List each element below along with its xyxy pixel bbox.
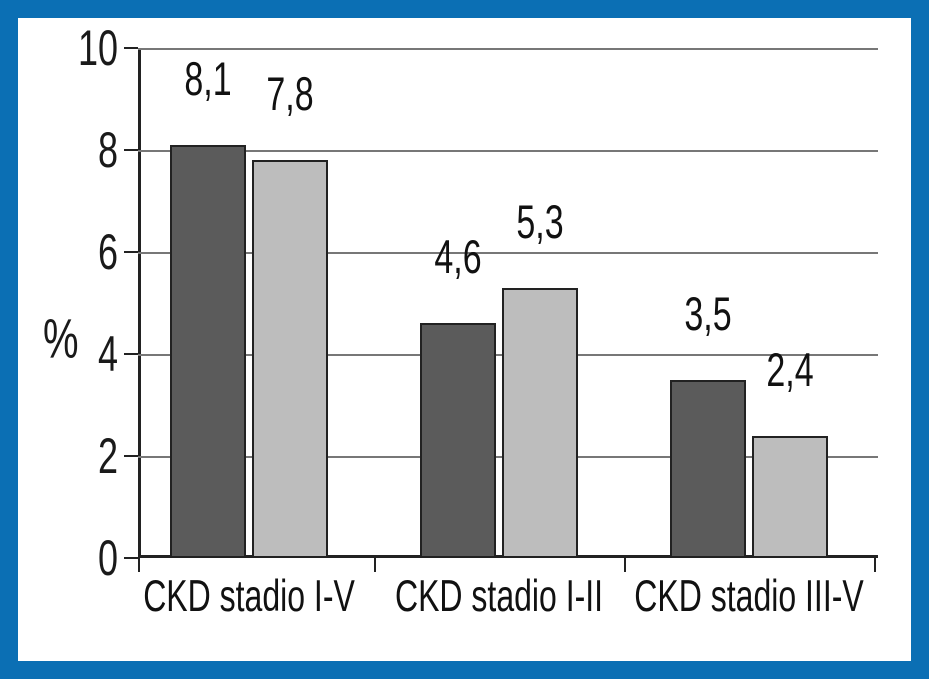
bar bbox=[420, 323, 496, 558]
bar-value-label: 5,3 bbox=[516, 196, 563, 251]
y-tick-mark bbox=[124, 353, 138, 355]
bar bbox=[670, 380, 746, 559]
y-tick-mark bbox=[124, 149, 138, 151]
bar bbox=[752, 436, 828, 558]
y-tick-mark bbox=[124, 455, 138, 457]
y-tick-label: 6 bbox=[98, 223, 118, 282]
y-tick-mark bbox=[124, 557, 138, 559]
y-tick-label: 10 bbox=[78, 19, 118, 78]
bar-value-label: 2,4 bbox=[766, 344, 813, 399]
bar bbox=[502, 288, 578, 558]
category-label: CKD stadio I-V bbox=[143, 571, 355, 623]
bar-value-label: 3,5 bbox=[684, 288, 731, 343]
gridline bbox=[138, 252, 878, 254]
x-tick-mark bbox=[874, 558, 876, 572]
bar-value-label: 4,6 bbox=[434, 232, 481, 287]
y-axis-label: % bbox=[43, 308, 79, 371]
x-tick-mark bbox=[138, 558, 140, 572]
x-tick-mark bbox=[374, 558, 376, 572]
bar-value-label: 7,8 bbox=[266, 68, 313, 123]
y-tick-mark bbox=[124, 251, 138, 253]
gridline bbox=[138, 48, 878, 50]
y-tick-label: 8 bbox=[98, 121, 118, 180]
gridline bbox=[138, 150, 878, 152]
bar bbox=[252, 160, 328, 558]
category-label: CKD stadio I-II bbox=[395, 571, 603, 623]
category-label: CKD stadio III-V bbox=[634, 571, 863, 623]
y-tick-label: 2 bbox=[98, 427, 118, 486]
chart-frame: % 0 2 4 6 8 10 8,1 7,8 CKD stadio I-V 4,6 5,3 CKD s… bbox=[0, 0, 929, 679]
y-tick-label: 0 bbox=[98, 529, 118, 588]
bar-value-label: 8,1 bbox=[184, 53, 231, 108]
y-tick-mark bbox=[124, 47, 138, 49]
chart-plot-area: 02468108,17,8CKD stadio I-V4,65,3CKD sta… bbox=[138, 48, 878, 558]
bar bbox=[170, 145, 246, 558]
x-tick-mark bbox=[624, 558, 626, 572]
y-tick-label: 4 bbox=[98, 325, 118, 384]
y-axis-line bbox=[138, 48, 141, 558]
